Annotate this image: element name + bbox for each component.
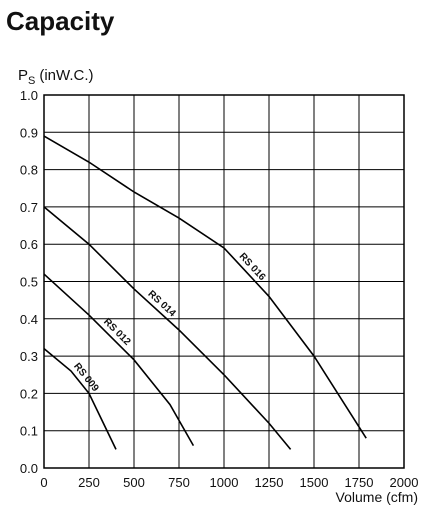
y-tick-label: 0.6 <box>20 237 38 252</box>
x-tick-label: 750 <box>168 475 190 490</box>
curve <box>43 206 292 450</box>
y-unit: (inW.C.) <box>39 67 93 84</box>
x-axis-label: Volume (cfm) <box>336 489 418 505</box>
y-tick-label: 0.7 <box>20 200 38 215</box>
x-tick-label: 0 <box>40 475 47 490</box>
y-tick-label: 0.5 <box>20 275 38 290</box>
y-symbol: P <box>18 67 28 84</box>
x-tick-label: 1000 <box>210 475 239 490</box>
y-tick-label: 0.2 <box>20 386 38 401</box>
y-tick-label: 0.1 <box>20 424 38 439</box>
y-tick-label: 1.0 <box>20 88 38 103</box>
curve <box>43 273 195 447</box>
x-tick-label: 250 <box>78 475 100 490</box>
curve <box>43 348 117 450</box>
y-tick-label: 0.3 <box>20 349 38 364</box>
x-tick-label: 2000 <box>390 475 419 490</box>
x-tick-label: 1750 <box>345 475 374 490</box>
x-tick-label: 500 <box>123 475 145 490</box>
y-tick-label: 0.4 <box>20 312 38 327</box>
y-tick-label: 0.8 <box>20 163 38 178</box>
x-tick-label: 1500 <box>300 475 329 490</box>
y-subscript: S <box>28 75 35 87</box>
y-axis-label: PS (inW.C.) <box>18 67 94 87</box>
curve <box>43 135 367 439</box>
y-tick-label: 0.9 <box>20 125 38 140</box>
chart-title: Capacity <box>6 6 115 36</box>
y-tick-label: 0.0 <box>20 461 38 476</box>
x-tick-label: 1250 <box>255 475 284 490</box>
plot-border <box>43 94 405 469</box>
